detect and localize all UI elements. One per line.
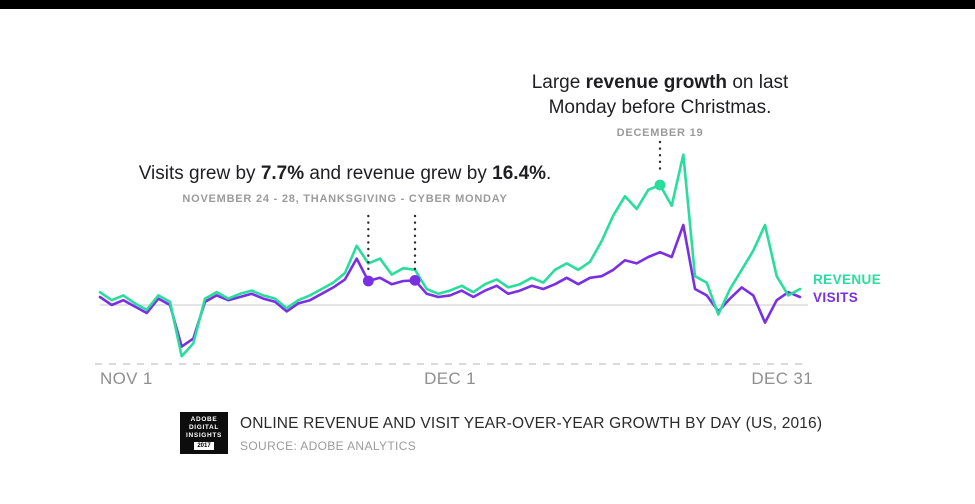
thanksgiving-date-label: NOVEMBER 24 - 28, THANKSGIVING - CYBER M…: [182, 193, 508, 206]
logo-line-1: ADOBE: [190, 415, 218, 423]
footer-meta: ONLINE REVENUE AND VISIT YEAR-OVER-YEAR …: [240, 412, 822, 453]
december-headline: Large revenue growth on last Monday befor…: [470, 70, 850, 120]
visits-series-line: [98, 223, 802, 348]
logo-line-2: DIGITAL: [188, 423, 220, 431]
december-headline-line2: Monday before Christmas.: [548, 97, 772, 119]
chart-title: ONLINE REVENUE AND VISIT YEAR-OVER-YEAR …: [240, 415, 823, 432]
thanksgiving-revenue-pct: 16.4%: [492, 163, 547, 184]
thanksgiving-headline-text3: .: [546, 163, 552, 184]
december-headline-text2: on last: [727, 72, 789, 93]
marker-dot-nov-24: [362, 275, 374, 287]
thanksgiving-annotation: Visits grew by 7.7% and revenue grew by …: [115, 161, 575, 205]
thanksgiving-visits-pct: 7.7%: [260, 163, 305, 184]
footer: ADOBE DIGITAL INSIGHTS 2017 ONLINE REVEN…: [180, 412, 822, 454]
x-axis-label-nov1: NOV 1: [100, 369, 153, 388]
logo-year-badge: 2017: [194, 441, 214, 451]
x-axis-label-dec1: DEC 1: [424, 369, 476, 388]
top-accent-bar: [0, 0, 975, 9]
marker-dot-dec-19: [654, 179, 666, 191]
december-date-label: DECEMBER 19: [616, 127, 704, 140]
december-headline-bold: revenue growth: [585, 72, 728, 93]
thanksgiving-headline: Visits grew by 7.7% and revenue grew by …: [115, 161, 575, 186]
legend-revenue: REVENUE: [813, 272, 882, 287]
thanksgiving-headline-text: Visits grew by: [138, 163, 261, 184]
marker-dot-nov-28: [409, 274, 421, 286]
thanksgiving-headline-text2: and revenue grew by: [304, 163, 493, 184]
revenue-series-line: [98, 153, 802, 358]
december-headline-text: Large: [531, 72, 586, 93]
annotation-markers: [362, 140, 666, 287]
chart-source: SOURCE: ADOBE ANALYTICS: [240, 439, 417, 453]
x-axis-label-dec31: DEC 31: [751, 369, 813, 388]
logo-line-3: INSIGHTS: [186, 431, 222, 439]
legend-visits: VISITS: [813, 290, 859, 305]
adobe-digital-insights-logo: ADOBE DIGITAL INSIGHTS 2017: [180, 412, 228, 454]
december-annotation: Large revenue growth on last Monday befor…: [470, 70, 850, 139]
